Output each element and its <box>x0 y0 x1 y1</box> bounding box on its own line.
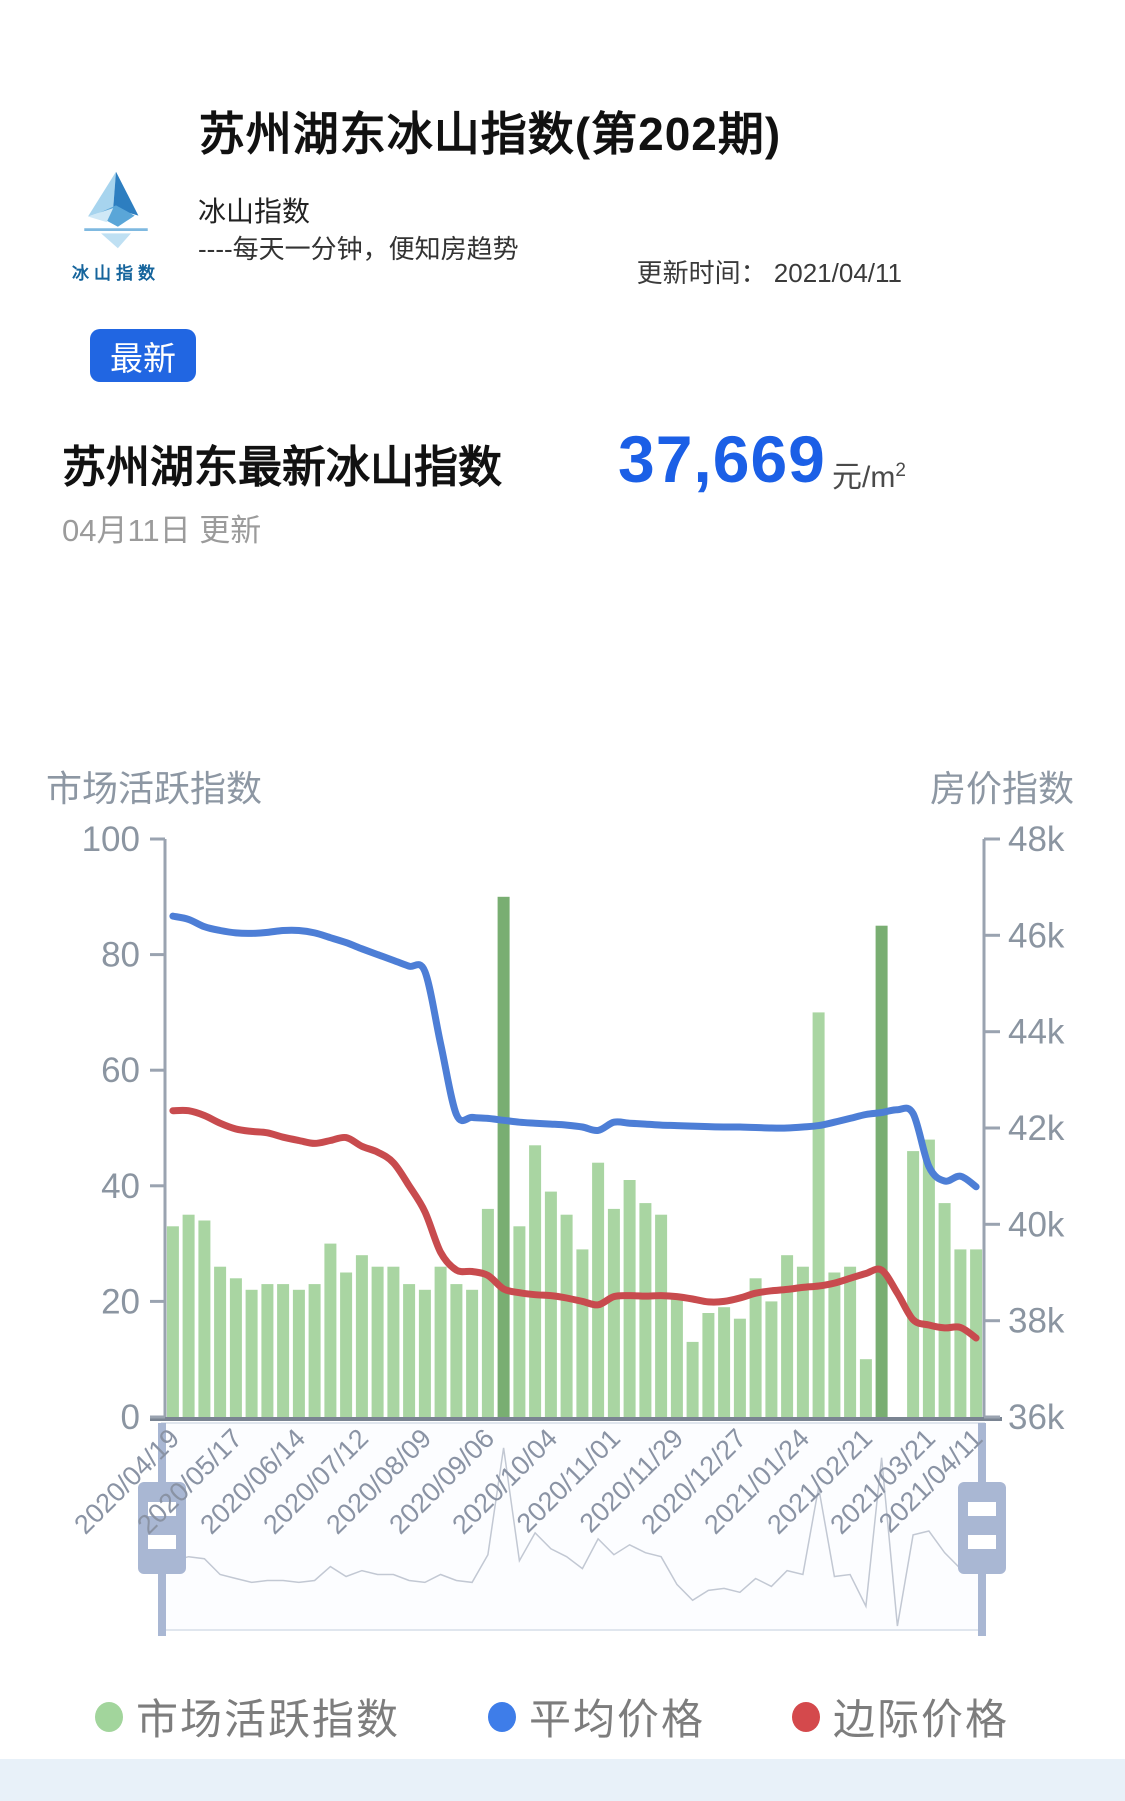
legend-label: 边际价格 <box>833 1696 1010 1743</box>
legend-dot-red <box>792 1701 820 1732</box>
right-axis-tick-label: 40k <box>1008 1205 1065 1244</box>
activity-bar <box>340 1272 353 1417</box>
activity-bar <box>828 1272 841 1417</box>
activity-bars <box>166 896 983 1417</box>
brand-logo: 冰山指数 <box>64 168 168 284</box>
right-axis-tick-label: 42k <box>1008 1109 1065 1148</box>
legend-dot-green <box>95 1701 123 1732</box>
update-time: 更新时间： 2021/04/11 <box>636 258 902 288</box>
average-price-line <box>169 912 980 1191</box>
activity-bar <box>387 1266 400 1417</box>
activity-bar <box>954 1249 967 1417</box>
activity-bar <box>481 1208 494 1417</box>
activity-bar <box>592 1162 605 1417</box>
activity-bar <box>844 1266 857 1417</box>
right-axis-tick-label: 38k <box>1008 1302 1065 1341</box>
activity-bar <box>607 1208 620 1417</box>
axes: 100 80 60 40 20 0 48k 46k 44k 42k 40k 38k 36k <box>82 820 1065 1437</box>
left-axis-tick-label: 60 <box>101 1051 140 1090</box>
legend-item-marginal-price[interactable]: 边际价格 <box>792 1686 1009 1747</box>
left-axis-tick-label: 0 <box>121 1398 140 1437</box>
activity-bar <box>733 1318 746 1417</box>
legend-item-average-price[interactable]: 平均价格 <box>488 1686 705 1747</box>
right-axis-title: 房价指数 <box>929 768 1074 809</box>
legend-item-activity[interactable]: 市场活跃指数 <box>95 1686 400 1747</box>
activity-bar <box>182 1214 195 1417</box>
bottom-band <box>0 1759 1125 1801</box>
activity-bar <box>859 1359 872 1417</box>
activity-bar <box>670 1295 683 1417</box>
activity-bar <box>639 1203 652 1417</box>
left-axis-tick-label: 20 <box>101 1282 140 1321</box>
legend-label: 市场活跃指数 <box>136 1696 401 1743</box>
iceberg-icon <box>84 171 148 249</box>
activity-bar <box>355 1255 368 1417</box>
right-axis-tick-label: 36k <box>1008 1398 1065 1437</box>
index-date-note: 04月11日 更新 <box>62 513 262 548</box>
activity-bar <box>765 1301 778 1417</box>
activity-bar <box>718 1307 731 1417</box>
right-axis-tick-label: 48k <box>1008 820 1065 859</box>
datazoom-slider[interactable] <box>138 1422 1006 1636</box>
index-value: 37,669 <box>618 422 826 496</box>
activity-bar <box>434 1266 447 1417</box>
activity-bar <box>560 1214 573 1417</box>
left-axis-tick-label: 80 <box>101 936 140 975</box>
activity-bar <box>529 1145 542 1417</box>
datazoom-data-shadow <box>172 1447 977 1627</box>
activity-bar <box>796 1266 809 1417</box>
activity-bar <box>702 1313 715 1417</box>
activity-bar <box>229 1278 242 1417</box>
activity-bar <box>214 1266 227 1417</box>
activity-bar <box>749 1278 762 1417</box>
datazoom-track[interactable] <box>161 1422 985 1631</box>
datazoom-handle-right[interactable] <box>958 1482 1006 1574</box>
right-axis-tick-label: 46k <box>1008 916 1065 955</box>
activity-bar <box>245 1289 258 1417</box>
activity-bar <box>544 1191 557 1417</box>
index-heading: 苏州湖东最新冰山指数 <box>62 443 502 492</box>
activity-bar <box>497 896 510 1417</box>
activity-bar <box>371 1266 384 1417</box>
index-unit: 元/m2 <box>832 460 906 494</box>
brand-tagline: ----每天一分钟，便知房趋势 <box>198 234 519 264</box>
activity-bar <box>418 1289 431 1417</box>
activity-bar <box>261 1284 274 1417</box>
activity-bar <box>970 1249 983 1417</box>
datazoom-handle-left[interactable] <box>138 1482 186 1574</box>
activity-bar <box>781 1255 794 1417</box>
left-axis-tick-label: 40 <box>101 1167 140 1206</box>
activity-bar <box>907 1151 920 1417</box>
activity-bar <box>686 1341 699 1417</box>
legend-dot-blue <box>488 1701 516 1732</box>
logo-caption: 冰山指数 <box>72 264 160 283</box>
activity-bar <box>198 1220 211 1417</box>
activity-bar <box>403 1284 416 1417</box>
activity-bar <box>875 925 888 1417</box>
activity-bar <box>466 1289 479 1417</box>
activity-bar <box>513 1226 526 1417</box>
left-axis-tick-label: 100 <box>82 820 140 859</box>
activity-bar <box>655 1214 668 1417</box>
latest-badge-button[interactable]: 最新 <box>90 329 196 382</box>
legend-label: 平均价格 <box>529 1696 706 1743</box>
page-title: 苏州湖东冰山指数(第202期) <box>198 108 782 160</box>
activity-bar <box>324 1243 337 1417</box>
marginal-price-line <box>169 1106 980 1342</box>
activity-bar <box>812 1012 825 1417</box>
activity-bar <box>938 1203 951 1417</box>
activity-bar <box>292 1289 305 1417</box>
activity-bar <box>277 1284 290 1417</box>
activity-bar <box>308 1284 321 1417</box>
right-axis-tick-label: 44k <box>1008 1013 1065 1052</box>
activity-bar <box>922 1139 935 1417</box>
brand-name: 冰山指数 <box>198 196 311 227</box>
activity-bar <box>576 1249 589 1417</box>
activity-bar <box>166 1226 179 1417</box>
left-axis-title: 市场活跃指数 <box>46 768 263 809</box>
activity-bar <box>450 1284 463 1417</box>
